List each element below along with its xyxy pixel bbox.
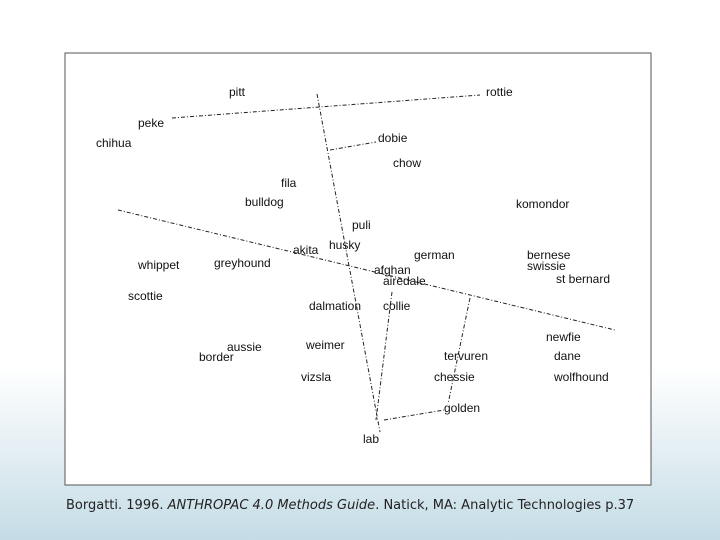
caption: Borgatti. 1996. ANTHROPAC 4.0 Methods Gu… (66, 498, 634, 513)
node-label: dane (554, 349, 581, 363)
node-label: afghan (374, 263, 411, 277)
node-label: tervuren (444, 349, 488, 363)
node-label: collie (383, 299, 411, 313)
node-label: fila (281, 176, 297, 190)
caption-title: ANTHROPAC 4.0 Methods Guide (167, 498, 376, 513)
node-label: chihua (96, 136, 132, 150)
node-label: border (199, 350, 234, 364)
node-label: weimer (305, 338, 345, 352)
node-label: dalmation (309, 299, 361, 313)
node-label: newfie (546, 330, 581, 344)
node-label: st bernard (556, 272, 610, 286)
dashed-line (375, 291, 393, 421)
node-label: wolfhound (553, 370, 609, 384)
node-label: husky (329, 238, 360, 252)
node-labels: pitt rottie peke chihua dobie chow fila bulldog… (96, 85, 610, 446)
caption-text: . Natick, MA: Analytic Technologies p.37 (375, 498, 635, 513)
node-label: rottie (486, 85, 513, 99)
node-label: chow (393, 156, 421, 170)
node-label: pitt (229, 85, 246, 99)
node-label: airedale (383, 274, 426, 288)
dashed-line (329, 141, 377, 151)
node-label: bernese (527, 248, 571, 262)
node-label: chessie (434, 370, 475, 384)
dashed-line (383, 409, 445, 421)
node-label: golden (444, 401, 480, 415)
dashed-line (117, 209, 616, 331)
node-label: whippet (137, 258, 180, 272)
node-label: akita (293, 243, 319, 257)
node-label: greyhound (214, 256, 271, 270)
node-label: puli (352, 218, 371, 232)
frame (64, 52, 652, 486)
node-label: dobie (378, 131, 408, 145)
dashed-lines (117, 93, 616, 433)
node-label: lab (363, 432, 379, 446)
node-label: swissie (527, 259, 566, 273)
node-label: aussie (227, 340, 262, 354)
node-label: vizsla (301, 370, 331, 384)
node-label: peke (138, 116, 164, 130)
node-label: german (414, 248, 455, 262)
node-label: scottie (128, 289, 163, 303)
dashed-line (447, 297, 471, 405)
caption-text: Borgatti. 1996. (66, 498, 168, 513)
dashed-line (316, 93, 381, 433)
dashed-line (171, 94, 481, 119)
node-label: bulldog (245, 195, 284, 209)
node-label: komondor (516, 197, 569, 211)
